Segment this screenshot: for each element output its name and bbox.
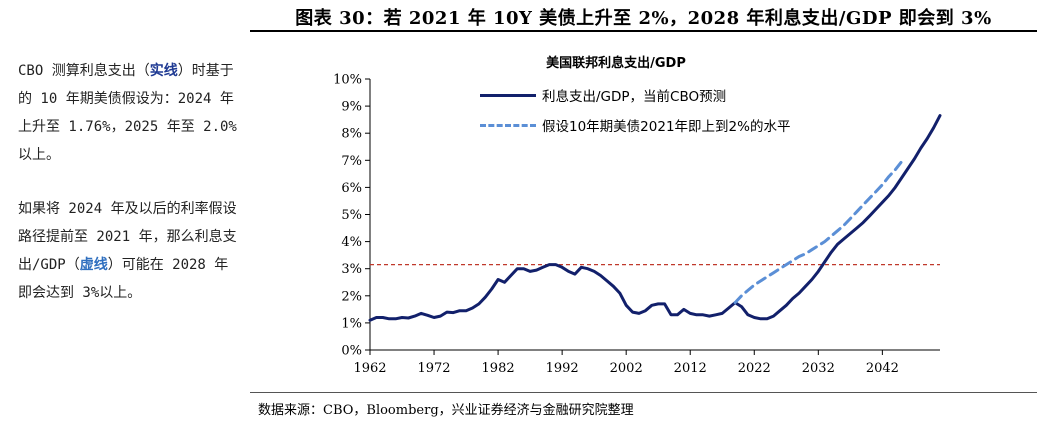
y-tick-label: 3% xyxy=(341,262,362,277)
side-p1-text-b: ）时基于的 10 年期美债假设为：2024 年上升至 1.76%，2025 年至… xyxy=(18,63,237,163)
y-tick-label: 0% xyxy=(341,344,362,359)
side-p2-text-a: 如果将 2024 年及以后的利率假设路径提前至 2021 年，那么利息支出/GD… xyxy=(18,201,237,273)
title-rule xyxy=(250,30,1037,32)
y-tick-label: 9% xyxy=(341,100,362,115)
x-tick-label: 2032 xyxy=(802,361,835,376)
x-tick-label: 1982 xyxy=(482,361,515,376)
source-note: 数据来源：CBO，Bloomberg，兴业证券经济与金融研究院整理 xyxy=(258,403,634,418)
x-tick-label: 2002 xyxy=(610,361,643,376)
side-p1-highlight: 实线 xyxy=(149,63,178,79)
x-tick-label: 1962 xyxy=(353,361,386,376)
legend-item-dashed: 假设10年期美债2021年即上到2%的水平 xyxy=(480,110,790,140)
legend-item-solid: 利息支出/GDP，当前CBO预测 xyxy=(480,80,790,110)
figure-title: 图表 30：若 2021 年 10Y 美债上升至 2%，2028 年利息支出/G… xyxy=(295,8,992,29)
x-tick-label: 1972 xyxy=(417,361,450,376)
y-tick-label: 1% xyxy=(341,316,362,331)
y-tick-label: 10% xyxy=(333,73,362,88)
y-tick-label: 4% xyxy=(341,235,362,250)
side-paragraph-2: 如果将 2024 年及以后的利率假设路径提前至 2021 年，那么利息支出/GD… xyxy=(18,195,238,307)
chart-title: 美国联邦利息支出/GDP xyxy=(546,56,686,71)
y-tick-label: 6% xyxy=(341,181,362,196)
legend-swatch-dashed xyxy=(480,123,536,127)
legend-label-dashed: 假设10年期美债2021年即上到2%的水平 xyxy=(542,119,791,135)
y-tick-label: 7% xyxy=(341,154,362,169)
chart-legend: 利息支出/GDP，当前CBO预测 假设10年期美债2021年即上到2%的水平 xyxy=(480,80,790,140)
source-rule xyxy=(250,392,1037,393)
x-tick-label: 2012 xyxy=(674,361,707,376)
y-tick-label: 5% xyxy=(341,208,362,223)
side-p1-text-a: CBO 测算利息支出（ xyxy=(18,63,150,79)
side-commentary: CBO 测算利息支出（实线）时基于的 10 年期美债假设为：2024 年上升至 … xyxy=(18,57,238,333)
series-line-cbo-forecast xyxy=(368,114,942,322)
interest-gdp-chart: 0% 1% 2% 3% 4% 5% 6% 7% 8% 9% 10% 1962 1972 1982 1992 2… xyxy=(300,48,1000,388)
legend-label-solid: 利息支出/GDP，当前CBO预测 xyxy=(542,89,727,105)
y-tick-label: 8% xyxy=(341,127,362,142)
chart-svg: 0% 1% 2% 3% 4% 5% 6% 7% 8% 9% 10% 1962 1972 1982 1992 2… xyxy=(333,73,942,376)
legend-swatch-solid xyxy=(480,93,536,97)
x-tick-label: 1992 xyxy=(546,361,579,376)
side-p2-highlight: 虚线 xyxy=(79,257,108,273)
y-tick-label: 2% xyxy=(341,289,362,304)
side-paragraph-1: CBO 测算利息支出（实线）时基于的 10 年期美债假设为：2024 年上升至 … xyxy=(18,57,238,169)
x-tick-label: 2022 xyxy=(738,361,771,376)
x-tick-label: 2042 xyxy=(866,361,899,376)
series-line-2pct-assumption xyxy=(733,160,904,305)
side-p2-text-b: ）可能在 2028 年即会达到 3%以上。 xyxy=(18,257,229,301)
